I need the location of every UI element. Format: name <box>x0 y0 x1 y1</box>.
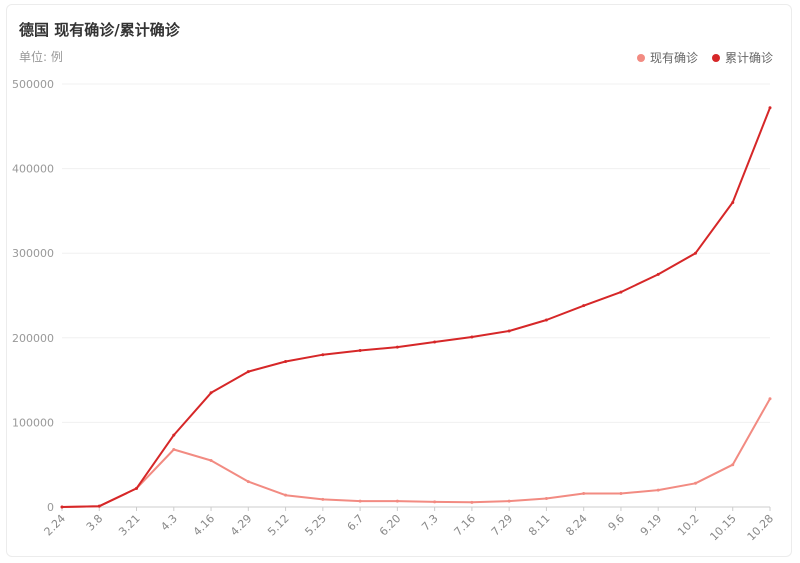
x-tick-label: 9.6 <box>606 512 628 534</box>
data-point[interactable] <box>395 499 399 503</box>
data-point[interactable] <box>321 497 325 501</box>
data-point[interactable] <box>507 329 511 333</box>
data-point[interactable] <box>209 391 213 395</box>
legend-item-current[interactable]: 现有确诊 <box>636 49 698 66</box>
y-tick-label: 400000 <box>12 163 54 176</box>
x-tick-label: 10.15 <box>707 512 738 543</box>
x-tick-label: 8.11 <box>526 512 553 539</box>
legend-dot-cumulative <box>711 53 720 62</box>
data-point[interactable] <box>768 397 772 401</box>
data-point[interactable] <box>768 106 772 110</box>
x-tick-label: 5.25 <box>302 512 329 539</box>
legend-item-cumulative[interactable]: 累计确诊 <box>711 49 773 66</box>
y-tick-label: 200000 <box>12 332 54 345</box>
data-point[interactable] <box>246 480 250 484</box>
data-point[interactable] <box>507 499 511 503</box>
data-point[interactable] <box>656 272 660 276</box>
data-point[interactable] <box>321 353 325 357</box>
x-tick-label: 10.28 <box>745 512 776 543</box>
y-tick-label: 300000 <box>12 247 54 260</box>
x-tick-label: 7.3 <box>419 512 441 534</box>
data-point[interactable] <box>656 488 660 492</box>
data-point[interactable] <box>470 500 474 504</box>
data-point[interactable] <box>693 251 697 255</box>
data-point[interactable] <box>395 345 399 349</box>
data-point[interactable] <box>358 348 362 352</box>
chart-title: 德国 现有确诊/累计确诊 <box>19 21 180 39</box>
data-point[interactable] <box>246 370 250 374</box>
data-point[interactable] <box>433 500 437 504</box>
legend-label-cumulative: 累计确诊 <box>724 51 773 65</box>
x-tick-label: 8.24 <box>563 512 590 539</box>
x-tick-label: 7.16 <box>451 512 478 539</box>
unit-label: 单位: 例 <box>19 50 63 64</box>
data-point[interactable] <box>172 447 176 451</box>
data-point[interactable] <box>172 433 176 437</box>
x-tick-label: 4.16 <box>191 512 218 539</box>
series-line-cumulative[interactable] <box>61 107 771 508</box>
data-point[interactable] <box>60 505 64 509</box>
x-tick-label: 3.8 <box>84 512 106 534</box>
data-point[interactable] <box>582 491 586 495</box>
data-point[interactable] <box>582 304 586 308</box>
legend-dot-current <box>636 53 645 62</box>
data-point[interactable] <box>731 463 735 467</box>
data-point[interactable] <box>209 458 213 462</box>
data-point[interactable] <box>358 499 362 503</box>
data-point[interactable] <box>731 200 735 204</box>
x-tick-label: 6.20 <box>377 512 404 539</box>
x-tick-label: 4.3 <box>158 512 180 534</box>
y-tick-label: 500000 <box>12 78 54 91</box>
x-tick-label: 4.29 <box>228 512 255 539</box>
data-point[interactable] <box>619 491 623 495</box>
data-point[interactable] <box>693 481 697 485</box>
x-tick-label: 2.24 <box>42 512 69 539</box>
x-tick-label: 5.12 <box>265 512 292 539</box>
chart-legend: 现有确诊 累计确诊 <box>636 49 773 66</box>
data-point[interactable] <box>284 493 288 497</box>
x-tick-label: 9.19 <box>638 512 665 539</box>
data-point[interactable] <box>97 504 101 508</box>
y-tick-label: 100000 <box>12 416 54 429</box>
data-point[interactable] <box>135 486 139 490</box>
legend-label-current: 现有确诊 <box>649 51 698 65</box>
data-point[interactable] <box>433 340 437 344</box>
x-tick-label: 3.21 <box>116 512 143 539</box>
data-point[interactable] <box>470 335 474 339</box>
y-tick-label: 0 <box>47 501 54 514</box>
series-line-current[interactable] <box>61 398 771 508</box>
x-tick-label: 6.7 <box>345 512 367 534</box>
data-point[interactable] <box>544 497 548 501</box>
chart-card: 德国 现有确诊/累计确诊 单位: 例 现有确诊 累计确诊 <box>6 4 792 557</box>
x-tick-label: 10.2 <box>675 512 702 539</box>
x-tick-label: 7.29 <box>489 512 516 539</box>
data-point[interactable] <box>544 318 548 322</box>
data-point[interactable] <box>619 290 623 294</box>
data-point[interactable] <box>284 359 288 363</box>
